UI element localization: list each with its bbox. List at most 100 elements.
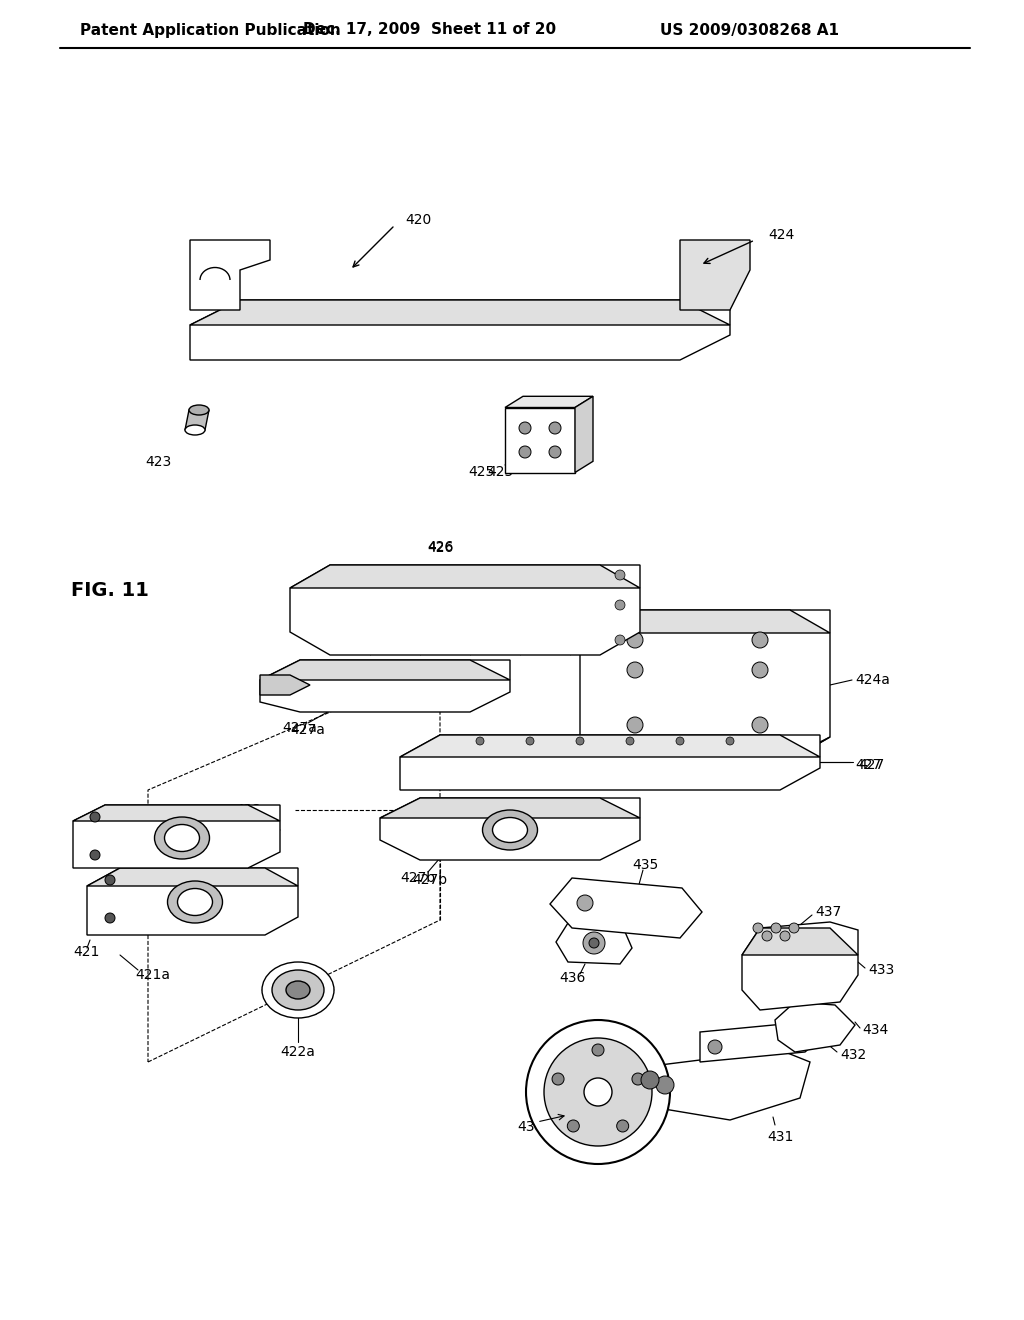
Circle shape xyxy=(519,446,531,458)
Circle shape xyxy=(626,737,634,744)
Text: 433: 433 xyxy=(868,964,894,977)
Polygon shape xyxy=(73,805,280,869)
Ellipse shape xyxy=(262,962,334,1018)
Circle shape xyxy=(615,570,625,579)
Text: 437: 437 xyxy=(815,906,842,919)
Circle shape xyxy=(726,737,734,744)
Polygon shape xyxy=(550,878,702,939)
Circle shape xyxy=(627,663,643,678)
Circle shape xyxy=(627,717,643,733)
Polygon shape xyxy=(742,921,858,1010)
Polygon shape xyxy=(185,411,209,430)
Circle shape xyxy=(615,635,625,645)
Text: 424: 424 xyxy=(768,228,795,242)
Text: 427a: 427a xyxy=(283,721,317,735)
Text: 426: 426 xyxy=(427,540,454,554)
Polygon shape xyxy=(580,610,830,760)
Circle shape xyxy=(105,875,115,884)
Circle shape xyxy=(771,923,781,933)
Circle shape xyxy=(90,850,100,861)
Circle shape xyxy=(752,663,768,678)
Text: 423: 423 xyxy=(144,455,171,469)
Circle shape xyxy=(549,446,561,458)
Circle shape xyxy=(592,1044,604,1056)
Text: 427b: 427b xyxy=(413,873,447,887)
Text: 436: 436 xyxy=(559,972,585,985)
Ellipse shape xyxy=(286,981,310,999)
Polygon shape xyxy=(742,928,858,954)
Text: Patent Application Publication: Patent Application Publication xyxy=(80,22,341,37)
Circle shape xyxy=(780,931,790,941)
Circle shape xyxy=(526,1020,670,1164)
Circle shape xyxy=(589,939,599,948)
Polygon shape xyxy=(73,805,280,821)
Text: 424a: 424a xyxy=(855,673,890,686)
Text: 430: 430 xyxy=(517,1119,543,1134)
Polygon shape xyxy=(260,675,310,696)
Text: 435: 435 xyxy=(632,858,658,873)
Text: 422: 422 xyxy=(234,803,261,817)
Ellipse shape xyxy=(272,970,324,1010)
Polygon shape xyxy=(575,396,593,473)
Circle shape xyxy=(752,717,768,733)
Polygon shape xyxy=(380,799,640,861)
Ellipse shape xyxy=(482,810,538,850)
Polygon shape xyxy=(260,660,510,711)
Polygon shape xyxy=(190,300,730,360)
Polygon shape xyxy=(87,869,298,935)
Circle shape xyxy=(476,737,484,744)
Text: Dec. 17, 2009  Sheet 11 of 20: Dec. 17, 2009 Sheet 11 of 20 xyxy=(303,22,557,37)
Circle shape xyxy=(790,923,799,933)
Polygon shape xyxy=(290,565,640,655)
Circle shape xyxy=(762,931,772,941)
Text: 427b: 427b xyxy=(400,871,435,884)
Text: 434: 434 xyxy=(862,1023,888,1038)
Ellipse shape xyxy=(168,880,222,923)
Circle shape xyxy=(676,737,684,744)
Circle shape xyxy=(752,632,768,648)
Polygon shape xyxy=(190,240,270,310)
Polygon shape xyxy=(556,923,632,964)
Polygon shape xyxy=(505,408,575,473)
Circle shape xyxy=(544,1038,652,1146)
Circle shape xyxy=(567,1119,580,1133)
Polygon shape xyxy=(400,735,820,789)
Text: FIG. 11: FIG. 11 xyxy=(71,581,148,599)
Ellipse shape xyxy=(189,405,209,414)
Polygon shape xyxy=(380,799,640,818)
Circle shape xyxy=(616,1119,629,1133)
Circle shape xyxy=(615,601,625,610)
Polygon shape xyxy=(640,1049,810,1119)
Text: 427: 427 xyxy=(855,758,882,772)
Text: 421: 421 xyxy=(73,945,99,960)
Circle shape xyxy=(90,812,100,822)
Circle shape xyxy=(552,1073,564,1085)
Polygon shape xyxy=(775,1002,855,1052)
Circle shape xyxy=(708,1040,722,1053)
Circle shape xyxy=(575,737,584,744)
Text: 421a: 421a xyxy=(135,968,170,982)
Polygon shape xyxy=(700,1022,825,1063)
Circle shape xyxy=(583,932,605,954)
Circle shape xyxy=(577,895,593,911)
Ellipse shape xyxy=(155,817,210,859)
Text: 425: 425 xyxy=(486,465,513,479)
Circle shape xyxy=(526,737,534,744)
Ellipse shape xyxy=(185,425,205,436)
Text: 425: 425 xyxy=(469,465,495,479)
Text: US 2009/0308268 A1: US 2009/0308268 A1 xyxy=(660,22,839,37)
Polygon shape xyxy=(505,396,593,408)
Ellipse shape xyxy=(165,825,200,851)
Circle shape xyxy=(656,1076,674,1094)
Text: 427a: 427a xyxy=(291,723,326,737)
Circle shape xyxy=(549,422,561,434)
Polygon shape xyxy=(680,240,750,310)
Polygon shape xyxy=(580,610,830,634)
Circle shape xyxy=(584,1078,612,1106)
Text: 427: 427 xyxy=(858,758,885,772)
Polygon shape xyxy=(260,660,510,680)
Circle shape xyxy=(641,1071,659,1089)
Circle shape xyxy=(753,923,763,933)
Text: 431: 431 xyxy=(767,1130,794,1144)
Circle shape xyxy=(519,422,531,434)
